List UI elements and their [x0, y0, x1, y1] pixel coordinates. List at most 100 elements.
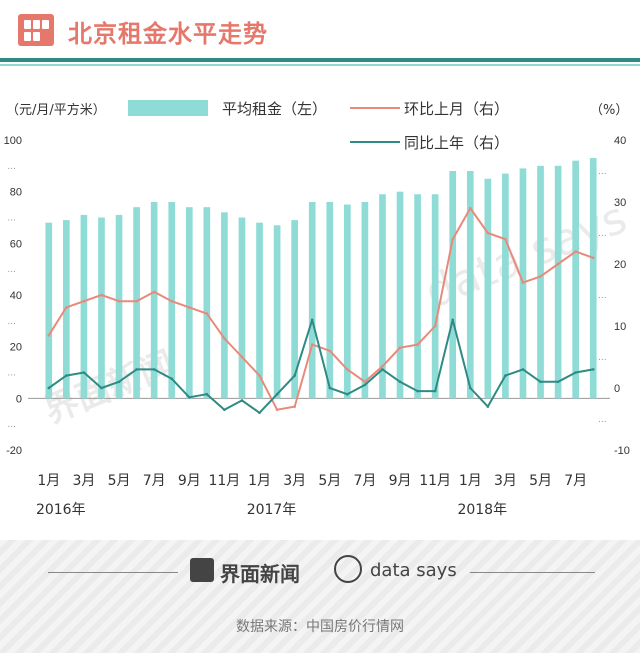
right-minor-tick: ... [598, 353, 607, 363]
mom-point [591, 256, 595, 260]
mom-point [65, 306, 68, 309]
mom-point [170, 299, 174, 303]
yoy-point [556, 380, 560, 384]
yoy-point [416, 389, 419, 393]
yoy-point [346, 392, 349, 396]
rent-bar [150, 202, 158, 399]
header-rule-light [0, 64, 640, 66]
rent-bar [45, 222, 53, 399]
left-tick-label: 40 [10, 290, 22, 302]
left-minor-tick: ... [7, 369, 16, 379]
rent-bar [115, 214, 123, 399]
left-tick-label: 60 [10, 238, 22, 250]
x-tick-label: 1月 [37, 473, 60, 489]
header-rule-dark [0, 58, 640, 62]
yoy-point [433, 389, 437, 393]
mom-point [135, 299, 138, 303]
rent-bar [256, 222, 263, 399]
yoy-point [187, 396, 191, 399]
mom-point [240, 355, 244, 359]
mom-point [310, 343, 314, 346]
mom-point [223, 337, 226, 340]
yoy-point [240, 399, 244, 402]
mom-point [187, 306, 191, 309]
right-minor-tick: ... [598, 415, 607, 425]
yoy-point [504, 374, 507, 377]
mom-point [521, 281, 525, 284]
mom-point [328, 349, 332, 353]
left-tick-label: 0 [16, 393, 22, 405]
left-tick-label: 100 [4, 135, 22, 147]
page-title: 北京租金水平走势 [68, 20, 268, 48]
rent-bar [502, 173, 509, 399]
rent-bar [326, 202, 334, 399]
yoy-point [363, 383, 367, 387]
yoy-point [486, 405, 490, 408]
footer-divider-right [470, 572, 595, 573]
yoy-point [82, 371, 86, 374]
mom-point [504, 237, 507, 241]
x-tick-label: 7月 [564, 473, 587, 489]
rent-bar [484, 178, 492, 399]
footer: 界面新闻 data says 数据来源：中国房价行情网 [0, 540, 640, 653]
right-minor-tick: ... [598, 291, 607, 301]
rent-bar [80, 214, 88, 399]
x-tick-label: 1月 [459, 473, 482, 489]
mom-point [468, 206, 472, 210]
legend-label-rent: 平均租金（左） [222, 100, 327, 118]
x-tick-label: 3月 [494, 473, 517, 489]
year-label: 2018年 [457, 502, 507, 518]
mom-point [100, 293, 103, 297]
rent-bar [466, 171, 474, 399]
yoy-point [539, 380, 542, 384]
yoy-point [135, 368, 138, 371]
mom-point [363, 380, 367, 384]
right-axis-unit: （%） [590, 103, 628, 118]
year-label: 2016年 [36, 502, 86, 518]
rent-bar [449, 171, 457, 399]
rent-bar [238, 217, 246, 399]
mom-point [275, 408, 279, 412]
yoy-point [258, 411, 261, 415]
left-tick-label: 20 [10, 342, 22, 354]
yoy-point [328, 386, 332, 390]
mom-point [574, 250, 577, 253]
rent-bar [344, 204, 351, 399]
right-minor-tick: ... [598, 167, 607, 177]
datasays-logo-icon [334, 555, 362, 583]
header: 北京租金水平走势 [0, 0, 640, 60]
mom-point [451, 237, 455, 241]
rent-bar [379, 194, 386, 399]
rent-bar [537, 165, 544, 399]
rent-bar [589, 158, 597, 399]
mom-point [556, 262, 560, 266]
right-tick-label: 10 [614, 321, 626, 333]
yoy-point [310, 318, 314, 322]
mom-point [346, 368, 349, 371]
legend-label-mom: 环比上月（右） [404, 100, 509, 118]
left-axis-unit: （元/月/平方米） [6, 102, 106, 118]
x-tick-label: 5月 [529, 473, 552, 489]
rent-bar [308, 202, 316, 399]
yoy-point [521, 368, 525, 371]
rent-bar [98, 217, 105, 399]
right-minor-tick: ... [598, 229, 607, 239]
yoy-point [117, 380, 121, 384]
yoy-point [591, 368, 595, 371]
rent-bar [291, 220, 298, 399]
rent-bar [203, 207, 211, 399]
x-tick-label: 11月 [208, 473, 240, 489]
right-tick-label: 40 [614, 135, 626, 147]
right-tick-label: -10 [614, 445, 630, 457]
x-tick-label: 5月 [108, 473, 131, 489]
yoy-point [100, 386, 103, 390]
yoy-point [47, 386, 51, 390]
jiemian-logo-icon [190, 558, 214, 582]
mom-point [152, 290, 156, 294]
yoy-point [468, 386, 472, 390]
rent-bar [273, 225, 281, 399]
legend-label-yoy: 同比上年（右） [404, 134, 509, 152]
footer-divider-left [48, 572, 178, 573]
yoy-point [381, 368, 384, 371]
mom-point [539, 275, 542, 278]
